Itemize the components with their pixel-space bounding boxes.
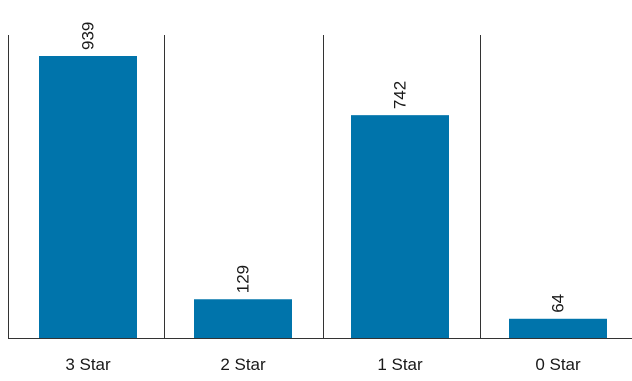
data-labels: 939 129 742 64 [79, 22, 568, 313]
bars [39, 56, 607, 339]
data-label-3-star: 939 [79, 22, 98, 50]
data-label-2-star: 129 [234, 265, 253, 293]
x-tick-labels: 3 Star 2 Star 1 Star 0 Star [65, 355, 581, 374]
data-label-1-star: 742 [391, 81, 410, 109]
bar-0-star [509, 318, 607, 338]
x-tick-label-0-star: 0 Star [535, 355, 581, 374]
bar-3-star [39, 56, 137, 338]
bar-2-star [194, 299, 292, 338]
category-dividers [8, 35, 481, 338]
x-tick-label-2-star: 2 Star [220, 355, 266, 374]
x-tick-label-1-star: 1 Star [377, 355, 423, 374]
bar-1-star [351, 115, 449, 339]
data-label-0-star: 64 [549, 294, 568, 313]
x-tick-label-3-star: 3 Star [65, 355, 111, 374]
